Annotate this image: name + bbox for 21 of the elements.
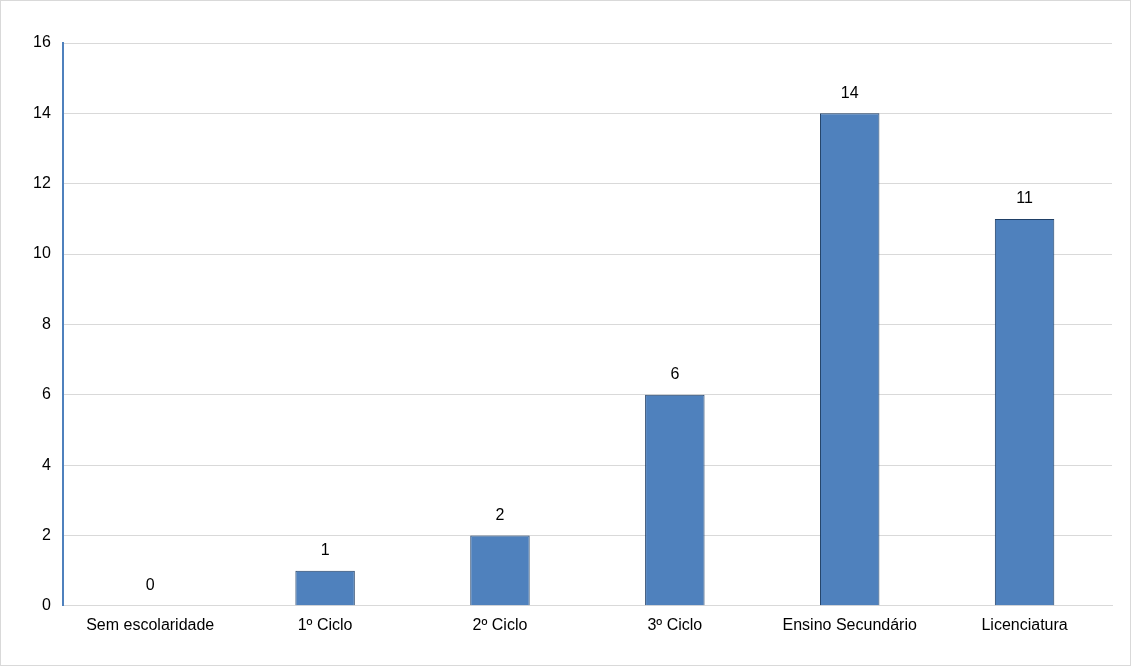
x-tick-label: Licenciatura	[981, 615, 1068, 633]
x-tick-label: 1º Ciclo	[297, 615, 353, 633]
y-tick-label: 12	[33, 174, 51, 192]
data-label: 1	[320, 541, 330, 559]
x-tick-label: Ensino Secundário	[782, 615, 917, 633]
x-tick-label: Sem escolaridade	[86, 615, 215, 633]
y-tick-label: 16	[33, 33, 51, 51]
y-tick-label: 14	[33, 103, 51, 121]
data-label: 0	[145, 576, 155, 594]
y-tick-label: 10	[33, 244, 51, 262]
y-tick-label: 8	[41, 314, 51, 332]
y-tick-label: 4	[41, 455, 51, 473]
x-tick-label: 2º Ciclo	[472, 615, 528, 633]
x-tick-label: 3º Ciclo	[647, 615, 703, 633]
y-tick-label: 0	[41, 596, 51, 614]
data-label: 6	[670, 365, 680, 383]
data-label: 14	[840, 83, 859, 101]
y-tick-label: 6	[41, 385, 51, 403]
data-label: 2	[495, 505, 505, 523]
y-tick-label: 2	[41, 525, 51, 543]
data-label: 11	[1016, 189, 1033, 207]
